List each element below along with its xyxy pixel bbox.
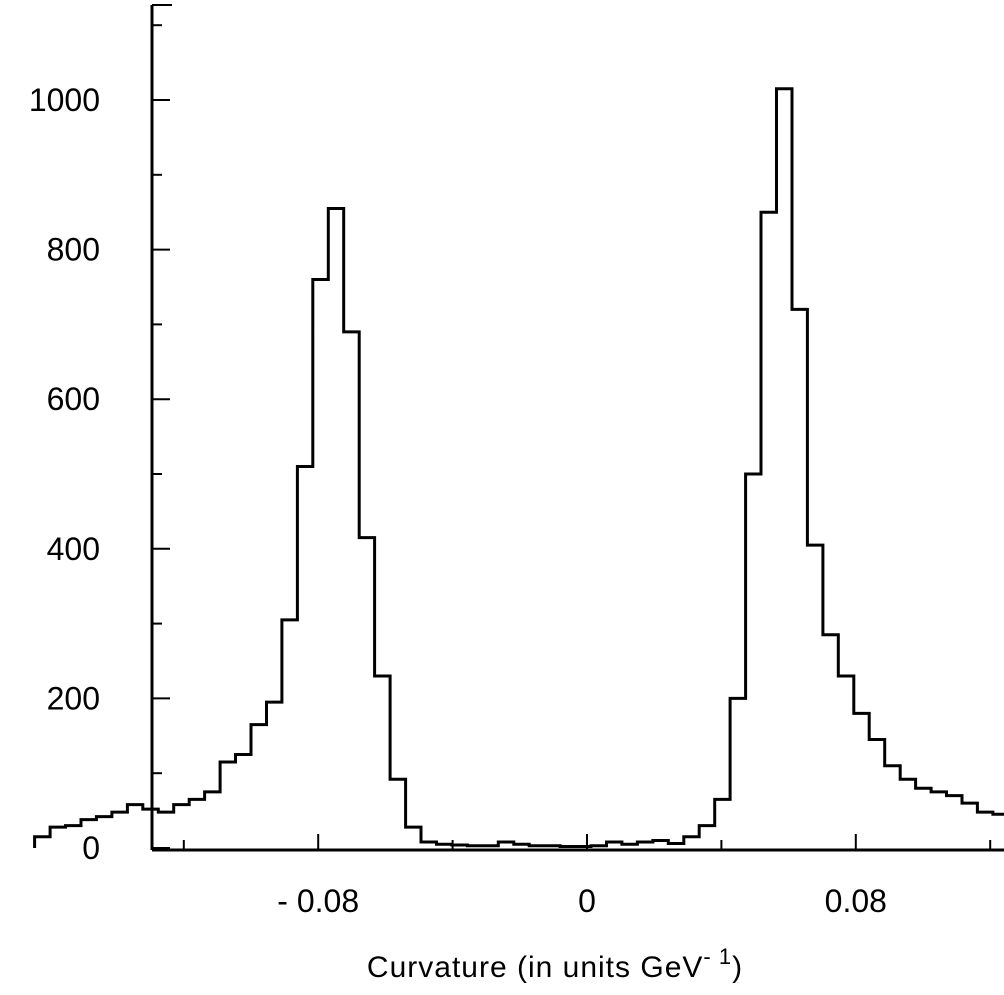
histogram-step-line — [33, 87, 1004, 848]
y-tick-label: 0 — [82, 830, 100, 866]
y-ticks: 0 200 400 600 800 1000 — [29, 24, 170, 866]
y-tick-label: 400 — [47, 531, 100, 567]
x-tick-label: 0 — [578, 883, 596, 919]
y-tick-label: 200 — [47, 680, 100, 716]
x-tick-label: 0.08 — [825, 883, 887, 919]
x-axis-label: Curvature (in units GeV- 1) — [367, 944, 743, 984]
x-ticks: - 0.08 0 0.08 — [182, 834, 992, 919]
axes — [150, 4, 1004, 852]
y-tick-label: 1000 — [29, 82, 100, 118]
x-axis-label-suffix: ) — [732, 951, 743, 984]
y-tick-label: 600 — [47, 381, 100, 417]
y-tick-label: 800 — [47, 232, 100, 268]
x-axis-label-superscript: - 1 — [703, 944, 732, 969]
x-axis-label-main: Curvature (in units GeV — [367, 951, 703, 984]
x-tick-label: - 0.08 — [277, 883, 359, 919]
